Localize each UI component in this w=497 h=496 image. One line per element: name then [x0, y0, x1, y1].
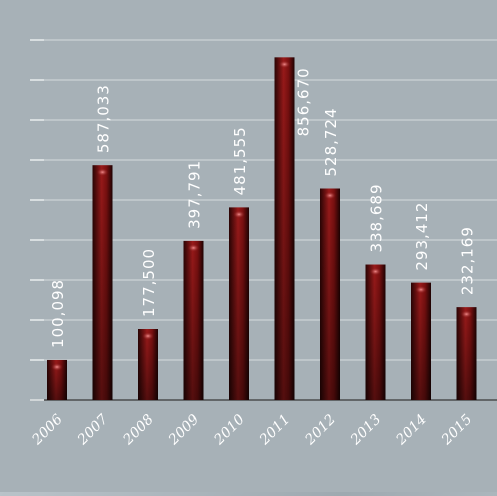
- bar-highlight: [324, 191, 336, 200]
- bar-shade: [365, 264, 386, 400]
- data-label-2012: 528,724: [322, 107, 340, 176]
- bar-highlight: [187, 243, 200, 252]
- bar-2015: [456, 307, 477, 400]
- bar-shade: [138, 329, 158, 400]
- bar-shade: [92, 165, 113, 400]
- data-label-2011: 856,670: [295, 67, 313, 136]
- bar-shade: [183, 240, 204, 400]
- bar-highlight: [51, 362, 63, 371]
- bar-2013: [365, 264, 386, 400]
- bar-shade: [274, 57, 295, 400]
- data-label-2015: 232,169: [459, 226, 477, 295]
- bar-highlight: [142, 332, 154, 340]
- bar-2011: [274, 57, 295, 400]
- bar-2010: [229, 207, 249, 400]
- bar-highlight: [96, 168, 109, 177]
- bar-2007: [92, 165, 113, 400]
- bar-2009: [183, 240, 204, 400]
- bar-2006: [47, 359, 67, 400]
- bar-shade: [47, 359, 67, 400]
- data-label-2008: 177,500: [140, 248, 158, 317]
- data-label-2007: 587,033: [95, 84, 113, 153]
- bar-highlight: [415, 285, 427, 294]
- bar-highlight: [460, 310, 473, 319]
- bar-highlight: [369, 267, 382, 276]
- bars: [47, 57, 477, 400]
- data-label-2006: 100,098: [49, 279, 67, 348]
- data-label-2013: 338,689: [368, 183, 386, 252]
- bar-shade: [456, 307, 477, 400]
- data-label-2009: 397,791: [186, 160, 204, 229]
- bar-shade: [320, 188, 340, 400]
- data-label-2010: 481,555: [231, 126, 249, 195]
- bar-2008: [138, 329, 158, 400]
- bar-2014: [411, 282, 431, 400]
- data-labels: 100,098 587,033 177,500 397,791 481,555 856,6…: [49, 67, 477, 348]
- bar-shade: [229, 207, 249, 400]
- bar-highlight: [278, 60, 291, 69]
- data-label-2014: 293,412: [413, 202, 431, 271]
- bar-highlight: [233, 210, 245, 219]
- bar-2012: [320, 188, 340, 400]
- bar-shade: [411, 282, 431, 400]
